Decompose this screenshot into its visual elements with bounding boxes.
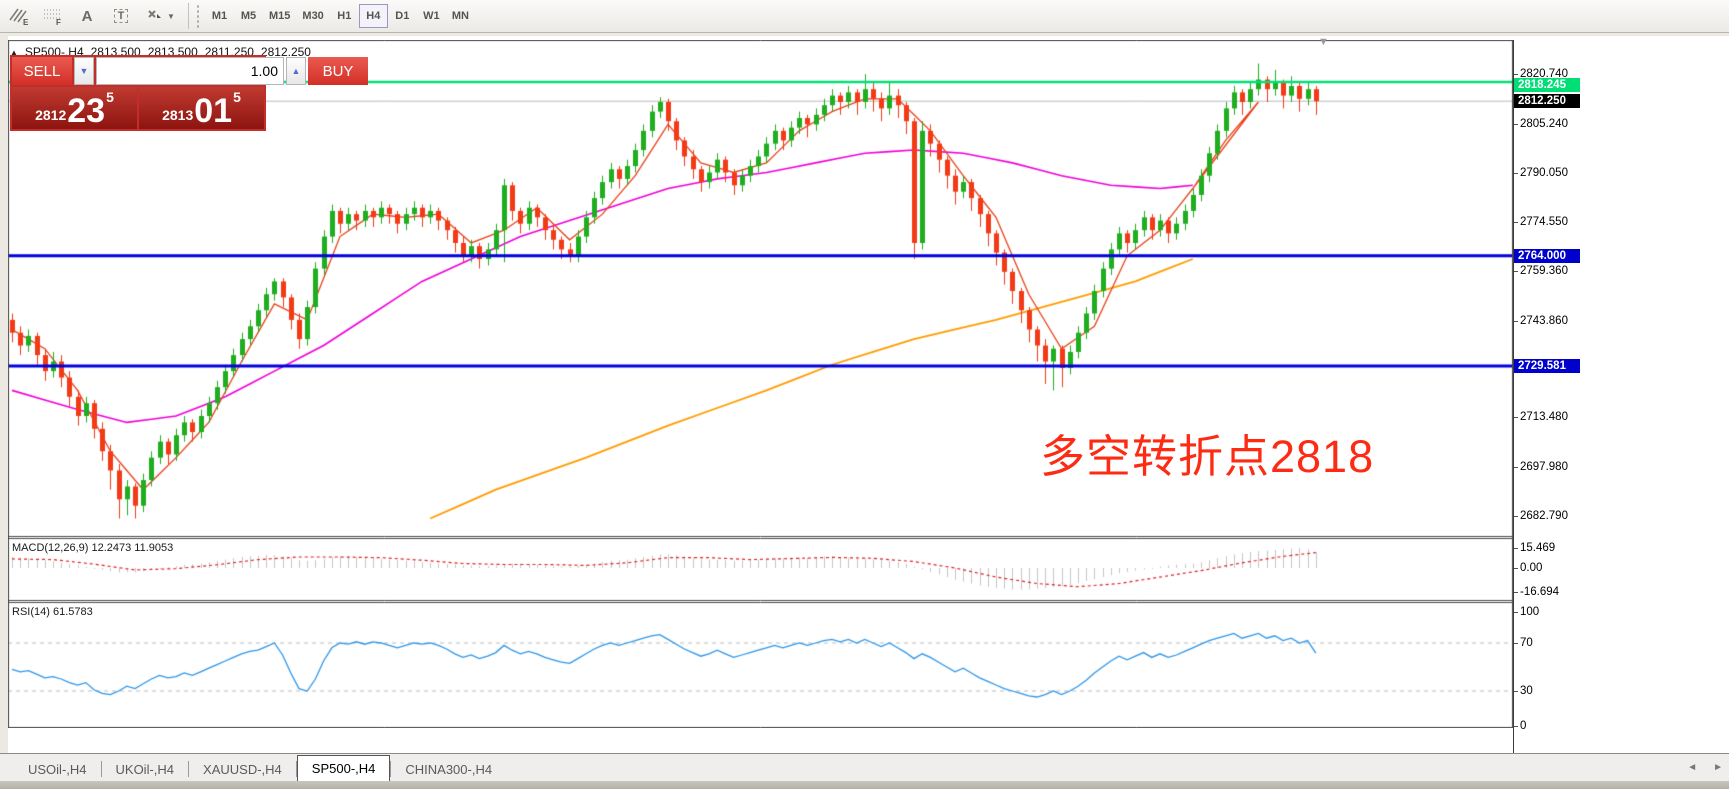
timeframe-button-h4[interactable]: H4 xyxy=(358,4,388,28)
buy-price-fraction: 5 xyxy=(233,89,241,105)
tabs-scroll-right-icon[interactable]: ► xyxy=(1713,762,1723,773)
one-click-trading-panel: SELL ▼ ▲ BUY 2812 23 5 2813 01 5 xyxy=(10,55,368,131)
svg-text:E: E xyxy=(23,18,29,26)
price-tick-label: 2759.360 xyxy=(1514,265,1568,277)
timeframe-button-mn[interactable]: MN xyxy=(451,10,469,22)
expert-properties-icon[interactable]: E xyxy=(4,3,34,29)
window-bottom-strip xyxy=(0,781,1729,789)
macd-scale-label: 0.00 xyxy=(1513,562,1543,574)
volume-input[interactable] xyxy=(96,57,284,85)
sell-price-pips: 23 xyxy=(67,92,106,130)
tabs-scroll-left-icon[interactable]: ◄ xyxy=(1687,762,1698,773)
macd-scale-label: -16.694 xyxy=(1513,586,1560,598)
toolbar-grip[interactable] xyxy=(196,4,201,28)
symbol-tab-usoilh4[interactable]: USOil-,H4 xyxy=(28,761,87,777)
buy-button[interactable]: BUY xyxy=(308,57,368,85)
price-tick-label: 2820.740 xyxy=(1514,68,1568,80)
text-label-icon[interactable]: A xyxy=(81,7,93,25)
toolbar-separator xyxy=(188,3,189,29)
rsi-scale-label: 100 xyxy=(1513,606,1540,618)
price-scale[interactable]: 2820.740 2805.240 2790.050 2774.550 2759.360… xyxy=(1513,40,1729,756)
buy-price-main: 2813 xyxy=(162,107,194,123)
tab-separator xyxy=(100,761,102,777)
tab-separator xyxy=(295,761,297,777)
rsi-indicator-label: RSI(14) 61.5783 xyxy=(12,606,93,618)
timeframe-button-m15[interactable]: M15 xyxy=(269,10,291,22)
price-badge-blue: 2729.581 xyxy=(1514,359,1580,373)
svg-text:F: F xyxy=(56,18,61,26)
price-tick-label: 2713.480 xyxy=(1514,411,1568,423)
cursor-mode-icon[interactable]: ▼ xyxy=(140,3,180,29)
volume-increase-button[interactable]: ▲ xyxy=(286,57,306,85)
timeframe-button-m30[interactable]: M30 xyxy=(302,10,324,22)
price-tick-label: 2743.860 xyxy=(1514,315,1568,327)
buy-price-display[interactable]: 2813 01 5 xyxy=(139,87,264,129)
tab-separator xyxy=(188,761,190,777)
sell-price-fraction: 5 xyxy=(106,89,114,105)
chart-text-annotation[interactable]: 多空转折点2818 xyxy=(1040,431,1375,482)
price-badge-blue: 2764.000 xyxy=(1514,249,1580,263)
symbol-tabs-bar: ◄ ► USOil-,H4 UKOil-,H4 XAUUSD-,H4 SP500-,H… xyxy=(0,753,1729,781)
toolbar: E F A T ▼ M1 M5 M15 M30 H1 H4 D1 W1 MN xyxy=(0,0,1729,33)
symbol-tab-sp500h4[interactable]: SP500-,H4 xyxy=(296,755,391,781)
text-frame-icon[interactable]: T xyxy=(106,3,136,29)
dropdown-caret-icon: ▼ xyxy=(167,11,175,21)
timeframe-button-m1[interactable]: M1 xyxy=(211,10,228,22)
symbol-tab-china300h4[interactable]: CHINA300-,H4 xyxy=(405,761,493,777)
collapse-triangle-icon[interactable]: ▲ xyxy=(10,47,18,57)
timeframe-button-m5[interactable]: M5 xyxy=(240,10,257,22)
price-tick-label: 2697.980 xyxy=(1514,461,1568,473)
rsi-scale-label: 0 xyxy=(1513,720,1527,732)
volume-decrease-button[interactable]: ▼ xyxy=(74,57,94,85)
tab-separator xyxy=(390,761,392,777)
macd-scale-label: 15.469 xyxy=(1513,542,1556,554)
grid-f-icon[interactable]: F xyxy=(38,3,68,29)
price-chart-canvas[interactable] xyxy=(8,40,1513,728)
sell-price-main: 2812 xyxy=(35,107,67,123)
rsi-scale-label: 70 xyxy=(1514,637,1533,649)
sell-price-display[interactable]: 2812 23 5 xyxy=(12,87,137,129)
t-glyph: T xyxy=(113,9,129,23)
price-tick-label: 2774.550 xyxy=(1514,216,1568,228)
symbol-tab-xauusdh4[interactable]: XAUUSD-,H4 xyxy=(203,761,282,777)
price-tick-label: 2805.240 xyxy=(1514,118,1568,130)
chart-window: 2820.740 2805.240 2790.050 2774.550 2759.360… xyxy=(8,36,1729,789)
timeframe-group: M1 M5 M15 M30 H1 H4 D1 W1 MN xyxy=(205,4,475,28)
timeframe-button-h1[interactable]: H1 xyxy=(337,10,352,22)
buy-price-pips: 01 xyxy=(194,92,233,130)
symbol-tab-ukoilh4[interactable]: UKOil-,H4 xyxy=(115,761,175,777)
sell-button[interactable]: SELL xyxy=(12,57,72,85)
chart-shift-marker-icon[interactable]: ▼ xyxy=(1318,36,1329,48)
ohlc-close: 2812.250 xyxy=(260,45,311,59)
macd-indicator-label: MACD(12,26,9) 12.2473 11.9053 xyxy=(12,542,174,554)
timeframe-button-d1[interactable]: D1 xyxy=(395,10,410,22)
price-badge-black: 2812.250 xyxy=(1514,94,1580,108)
price-tick-label: 2682.790 xyxy=(1514,510,1568,522)
price-badge-green: 2818.245 xyxy=(1514,78,1580,92)
timeframe-button-w1[interactable]: W1 xyxy=(423,10,440,22)
rsi-scale-label: 30 xyxy=(1514,685,1533,697)
price-tick-label: 2790.050 xyxy=(1514,167,1568,179)
